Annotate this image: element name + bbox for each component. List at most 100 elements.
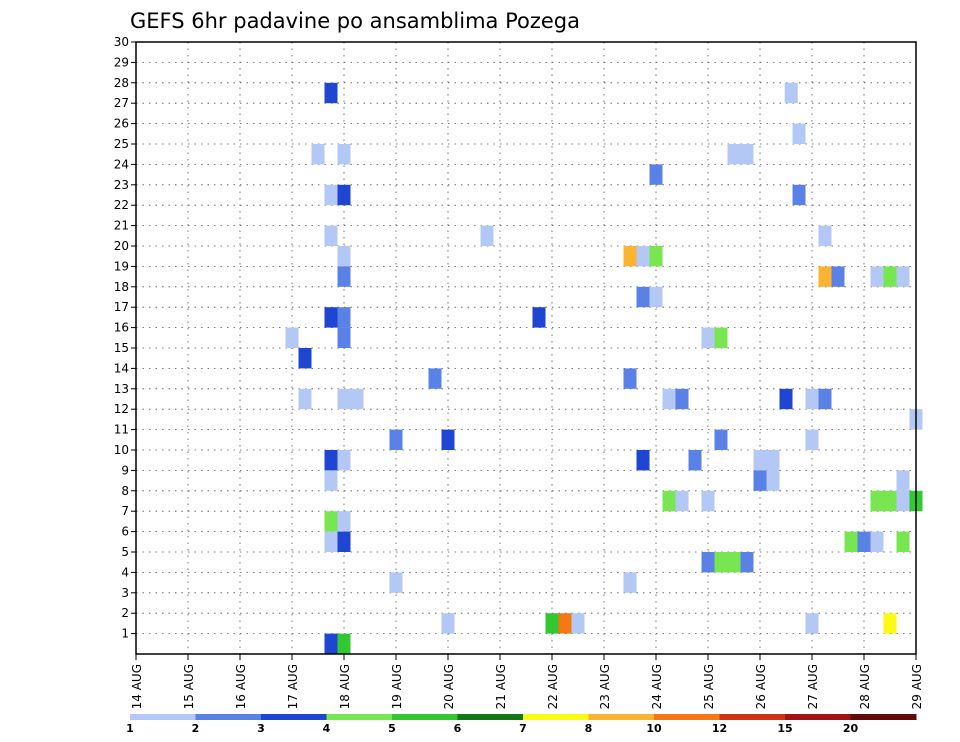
heatmap-cell xyxy=(324,450,338,471)
heatmap-cell xyxy=(636,450,650,471)
legend-label: 7 xyxy=(519,722,527,735)
legend-swatch xyxy=(850,714,917,720)
legend-swatch xyxy=(261,714,327,720)
x-tick-label: 15 AUG xyxy=(182,664,196,709)
legend-label: 8 xyxy=(585,722,593,735)
x-tick-label: 22 AUG xyxy=(546,664,560,709)
y-tick-label: 16 xyxy=(114,321,129,335)
heatmap-cell xyxy=(688,450,702,471)
legend-label: 6 xyxy=(454,722,462,735)
legend-label: 5 xyxy=(388,722,396,735)
heatmap-cell xyxy=(784,82,798,104)
heatmap-cell xyxy=(805,613,819,634)
heatmap-cell xyxy=(870,531,884,552)
y-tick-label: 9 xyxy=(121,463,129,477)
y-tick-label: 22 xyxy=(114,198,129,212)
heatmap-cell xyxy=(818,225,832,246)
heatmap-cell xyxy=(298,388,312,410)
heatmap-cell xyxy=(324,511,338,532)
legend-label: 2 xyxy=(192,722,200,735)
y-tick-label: 29 xyxy=(114,55,129,69)
heatmap-cell xyxy=(701,327,715,348)
legend: 1 2 3 4 5 6 7 8 10 12 15 20 xyxy=(126,714,917,735)
heatmap-cell xyxy=(883,613,897,634)
legend-swatch xyxy=(326,714,393,720)
y-tick-label: 18 xyxy=(114,280,129,294)
heatmap-cell xyxy=(337,327,351,348)
heatmap-cell xyxy=(714,327,728,348)
heatmap-cell xyxy=(896,266,910,287)
x-tick-label: 20 AUG xyxy=(442,664,456,709)
heatmap-cell xyxy=(428,368,442,389)
y-tick-label: 15 xyxy=(114,341,129,355)
heatmap-cell xyxy=(337,450,351,471)
heatmap-cell xyxy=(324,633,338,654)
y-tick-label: 1 xyxy=(121,627,129,641)
heatmap-cell xyxy=(870,266,884,287)
grid-lines xyxy=(136,41,916,654)
x-tick-label: 21 AUG xyxy=(494,664,508,709)
heatmap-cell xyxy=(441,613,455,634)
legend-swatch xyxy=(523,714,589,720)
heatmap-cell xyxy=(337,144,351,165)
y-tick-label: 3 xyxy=(121,586,129,600)
x-tick-label: 24 AUG xyxy=(650,664,664,709)
legend-swatch xyxy=(588,714,655,720)
heatmap-cell xyxy=(831,266,845,287)
y-tick-label: 10 xyxy=(114,443,129,457)
legend-swatch xyxy=(130,714,196,720)
heatmap-cell xyxy=(324,470,338,491)
heatmap-cell xyxy=(662,490,676,512)
heatmap-cell xyxy=(324,307,338,328)
heatmap-cells xyxy=(285,82,923,654)
y-tick-label: 7 xyxy=(121,504,129,518)
heatmap-cell xyxy=(870,490,884,512)
heatmap-cell xyxy=(701,490,715,512)
heatmap-cell xyxy=(896,531,910,552)
heatmap-cell xyxy=(896,470,910,491)
y-tick-label: 26 xyxy=(114,117,129,131)
x-tick-label: 25 AUG xyxy=(702,664,716,709)
heatmap-cell xyxy=(311,144,325,165)
heatmap-cell xyxy=(818,388,832,410)
x-tick-label: 23 AUG xyxy=(598,664,612,709)
heatmap-cell xyxy=(740,144,754,165)
heatmap-cell xyxy=(298,348,312,369)
heatmap-cell xyxy=(792,184,806,206)
y-tick-label: 21 xyxy=(114,219,129,233)
heatmap-cell xyxy=(883,490,897,512)
heatmap-cell xyxy=(545,613,559,634)
heatmap-cell xyxy=(350,388,364,410)
y-tick-label: 8 xyxy=(121,484,129,498)
heatmap-cell xyxy=(649,286,663,308)
heatmap-cell xyxy=(337,266,351,287)
x-tick-label: 19 AUG xyxy=(390,664,404,709)
y-tick-label: 25 xyxy=(114,137,129,151)
heatmap-cell xyxy=(623,368,637,389)
heatmap-cell xyxy=(753,470,767,491)
heatmap-cell xyxy=(727,552,741,573)
legend-label: 1 xyxy=(126,722,134,735)
legend-label: 3 xyxy=(257,722,265,735)
heatmap-cell xyxy=(324,184,338,206)
y-tick-label: 12 xyxy=(114,402,129,416)
legend-swatch xyxy=(654,714,720,720)
y-tick-label: 6 xyxy=(121,525,129,539)
y-tick-label: 5 xyxy=(121,545,129,559)
heatmap-cell xyxy=(675,490,689,512)
heatmap-cell xyxy=(727,144,741,165)
heatmap-cell xyxy=(571,613,585,634)
x-tick-label: 26 AUG xyxy=(754,664,768,709)
y-tick-label: 17 xyxy=(114,300,129,314)
y-tick-label: 27 xyxy=(114,96,129,110)
chart-title: GEFS 6hr padavine po ansamblima Pozega xyxy=(130,9,580,33)
y-tick-label: 13 xyxy=(114,382,129,396)
y-tick-label: 11 xyxy=(114,423,129,437)
legend-swatch xyxy=(719,714,786,720)
heatmap-cell xyxy=(324,531,338,552)
x-tick-label: 28 AUG xyxy=(858,664,872,709)
heatmap-cell xyxy=(441,429,455,450)
heatmap-cell xyxy=(675,388,689,410)
y-tick-label: 24 xyxy=(114,157,129,171)
